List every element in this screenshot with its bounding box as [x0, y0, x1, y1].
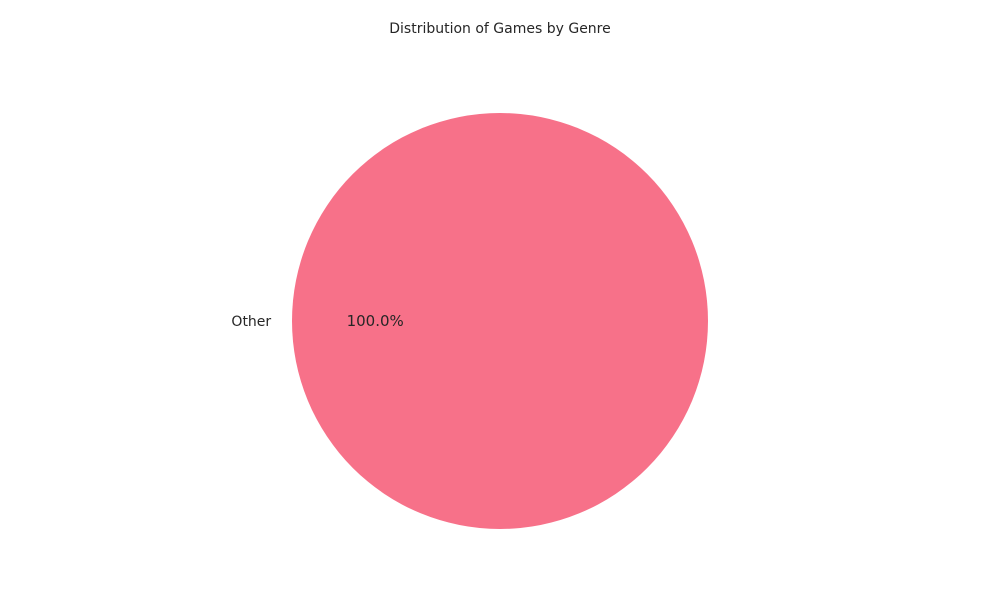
- pie-slices: [292, 113, 708, 529]
- chart-title: Distribution of Games by Genre: [389, 21, 611, 37]
- pie-labels: Other 100.0%: [231, 312, 403, 330]
- pie-slice-other: [292, 113, 708, 529]
- slice-label: Other: [231, 314, 271, 330]
- slice-percent-label: 100.0%: [347, 312, 404, 330]
